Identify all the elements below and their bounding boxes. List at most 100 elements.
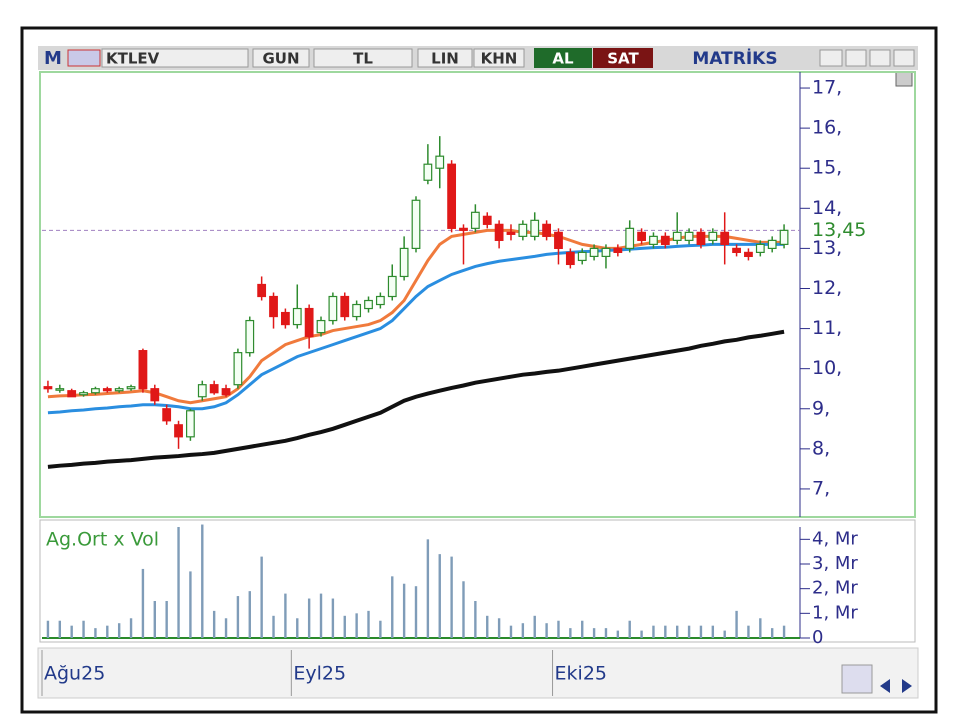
- candle-body: [364, 299, 373, 310]
- mode-button[interactable]: [473, 48, 525, 68]
- y-tick-label: 9,: [812, 397, 830, 419]
- volume-bar: [224, 618, 228, 638]
- volume-bar: [272, 615, 275, 638]
- volume-bar: [177, 527, 180, 638]
- window-button[interactable]: [845, 49, 867, 67]
- last-price-label: 13,45: [812, 219, 866, 241]
- currency: TL: [353, 50, 373, 68]
- y-tick-label: 17,: [812, 77, 842, 99]
- y-tick-label: 7,: [812, 477, 830, 499]
- volume-bar: [723, 630, 726, 638]
- candle-body: [162, 408, 172, 422]
- candle-body: [554, 231, 563, 249]
- volume-bar: [604, 628, 608, 638]
- candle-body: [601, 247, 611, 258]
- y-tick-label: 13,: [812, 237, 842, 259]
- mode: KHN: [481, 50, 518, 68]
- volume-bar: [640, 630, 643, 638]
- candle-body: [649, 235, 658, 245]
- candle-body: [352, 303, 362, 318]
- volume-bar: [438, 554, 441, 638]
- volume-bar: [331, 598, 335, 638]
- volume-bar: [355, 613, 358, 638]
- volume-bar: [379, 620, 382, 638]
- volume-bar: [486, 615, 489, 638]
- candle-body: [138, 350, 148, 390]
- sell-button[interactable]: [593, 48, 653, 68]
- y-tick-label: 8,: [812, 437, 830, 459]
- volume-bar: [474, 601, 477, 638]
- volume-bar: [94, 628, 97, 638]
- symbol-box[interactable]: [101, 48, 249, 68]
- symbol-icon[interactable]: [67, 49, 101, 67]
- candle-body: [55, 388, 65, 391]
- y-tick-label: 0: [812, 627, 823, 648]
- candle-body: [43, 386, 53, 390]
- volume-bar: [652, 625, 655, 638]
- candle-body: [494, 223, 504, 241]
- volume-bar: [343, 615, 346, 638]
- volume-bar: [117, 623, 121, 638]
- candle-body: [696, 231, 706, 245]
- candle-body: [506, 231, 516, 235]
- volume-bar: [581, 620, 584, 638]
- candle-body: [482, 215, 492, 225]
- candle-body: [637, 231, 646, 241]
- volume-bar: [307, 598, 311, 638]
- y-tick-label: 1, Mr: [812, 602, 858, 623]
- moving-average: [47, 329, 785, 469]
- scale-button[interactable]: [417, 48, 473, 68]
- brand: MATRİKS: [692, 47, 777, 69]
- candle-body: [245, 319, 255, 354]
- price-panel: [39, 71, 916, 518]
- candle-body: [280, 311, 290, 326]
- volume-bar: [296, 618, 299, 638]
- candle-body: [328, 295, 338, 322]
- volume-bar: [521, 623, 525, 638]
- candle-body: [257, 283, 267, 298]
- scale: LIN: [431, 50, 459, 68]
- refresh-button[interactable]: [841, 664, 873, 694]
- volume-bar: [201, 524, 204, 638]
- y-tick-label: 2, Mr: [812, 578, 858, 599]
- x-tick-label: Eyl25: [293, 663, 346, 685]
- candle-body: [150, 388, 160, 402]
- candle-body: [625, 227, 635, 249]
- volume-bar: [284, 593, 287, 638]
- panel-button[interactable]: [895, 71, 913, 87]
- buy-button[interactable]: [534, 48, 592, 68]
- moving-average: [47, 242, 785, 415]
- period-button[interactable]: [252, 48, 310, 68]
- candle-body: [387, 275, 397, 298]
- candle-body: [459, 227, 468, 231]
- candle-body: [186, 410, 195, 438]
- y-tick-label: 10,: [812, 357, 842, 379]
- volume-bar: [367, 610, 370, 638]
- candle-body: [197, 384, 207, 398]
- window-button[interactable]: [869, 49, 891, 67]
- y-tick-label: 11,: [812, 317, 842, 339]
- candle-body: [399, 247, 409, 278]
- y-tick-label: 16,: [812, 117, 842, 139]
- window-button[interactable]: [893, 49, 915, 67]
- volume-bar: [497, 618, 501, 638]
- volume-bar: [450, 556, 453, 638]
- volume-bar: [260, 556, 263, 638]
- currency-button[interactable]: [313, 48, 413, 68]
- candle-body: [233, 352, 243, 386]
- volume-bar: [770, 628, 774, 638]
- volume-bar: [70, 625, 73, 638]
- candle-body: [767, 239, 777, 249]
- volume-bar: [129, 618, 133, 638]
- volume-bar: [46, 620, 50, 638]
- volume-bar: [664, 625, 667, 638]
- sell: SAT: [607, 50, 639, 68]
- volume-bar: [391, 576, 394, 638]
- volume-bar: [747, 625, 750, 638]
- window-button[interactable]: [819, 49, 843, 67]
- candle-body: [470, 211, 480, 229]
- volume-bar: [735, 610, 738, 638]
- scroll-buttons[interactable]: [880, 679, 912, 693]
- candle-body: [102, 388, 112, 392]
